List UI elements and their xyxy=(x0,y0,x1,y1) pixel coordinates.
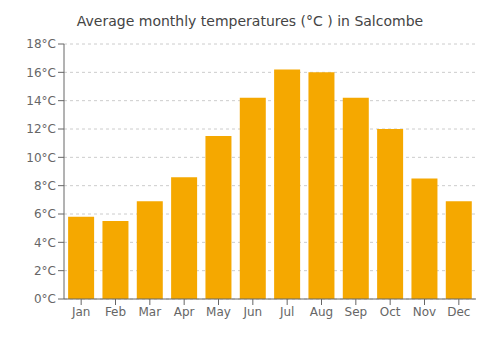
svg-text:Jun: Jun xyxy=(242,305,262,319)
svg-text:Dec: Dec xyxy=(447,305,470,319)
svg-text:Mar: Mar xyxy=(139,305,162,319)
svg-text:May: May xyxy=(206,305,231,319)
svg-text:Sep: Sep xyxy=(345,305,368,319)
svg-text:Feb: Feb xyxy=(105,305,126,319)
svg-text:8°C: 8°C xyxy=(34,179,56,193)
svg-text:Jan: Jan xyxy=(71,305,91,319)
svg-text:12°C: 12°C xyxy=(26,122,56,136)
svg-text:Nov: Nov xyxy=(413,305,436,319)
svg-text:14°C: 14°C xyxy=(26,94,56,108)
svg-text:18°C: 18°C xyxy=(26,37,56,51)
svg-text:Apr: Apr xyxy=(174,305,195,319)
svg-text:16°C: 16°C xyxy=(26,66,56,80)
svg-text:10°C: 10°C xyxy=(26,151,56,165)
svg-text:4°C: 4°C xyxy=(34,236,56,250)
svg-text:2°C: 2°C xyxy=(34,264,56,278)
svg-text:6°C: 6°C xyxy=(34,207,56,221)
svg-text:0°C: 0°C xyxy=(34,292,56,306)
svg-text:Jul: Jul xyxy=(279,305,294,319)
svg-text:Oct: Oct xyxy=(380,305,401,319)
svg-text:Aug: Aug xyxy=(310,305,333,319)
html-text:Average monthly temperatures (: Average monthly temperatures (°C ) in Sa… xyxy=(76,13,424,29)
